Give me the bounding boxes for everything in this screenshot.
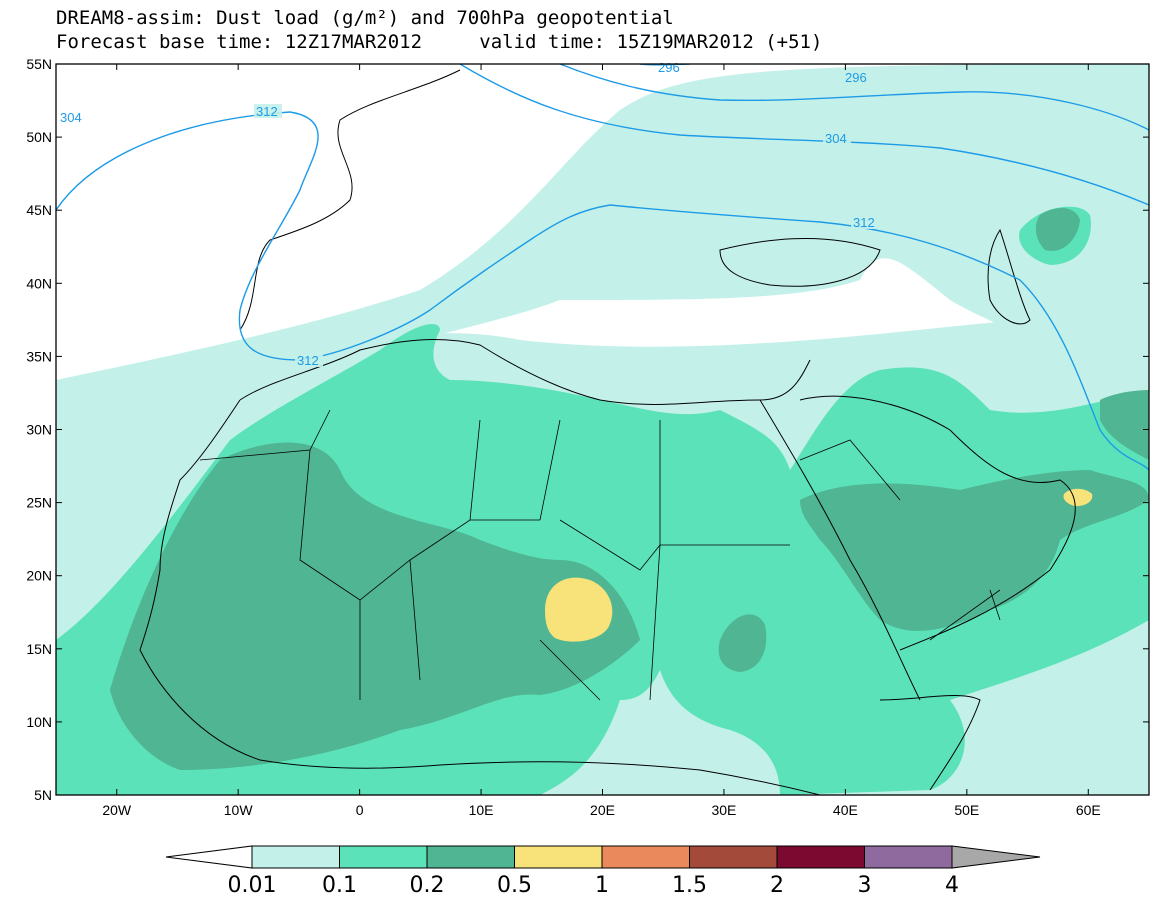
- contour-label: 312: [256, 104, 278, 119]
- coastline-mediterranean: [239, 339, 811, 405]
- dust-band-0.2-east: [1100, 390, 1149, 460]
- contour-label-bg: [851, 215, 879, 229]
- forecast-times: Forecast base time: 12Z17MAR2012 valid t…: [56, 32, 822, 52]
- latitude-label: 50N: [26, 129, 52, 145]
- latitude-label: 15N: [26, 641, 52, 657]
- colorbar-threshold-label: 3: [858, 873, 872, 898]
- latitude-label: 30N: [26, 422, 52, 438]
- dust-load-field: [56, 64, 1149, 795]
- colorbar-box: [339, 845, 428, 869]
- contour-label-bg: [843, 70, 871, 84]
- contour-label-bg: [295, 353, 323, 367]
- contour-312-east: [609, 204, 1149, 471]
- longitude-label: 60E: [1076, 802, 1101, 818]
- contour-label-bg: [823, 131, 851, 145]
- colorbar-box: [689, 845, 778, 869]
- longitude-axis: 20W 10W 0 10E 20E 30E 40E 50E 60E: [102, 64, 1101, 818]
- dust-band-0.5-oman: [1063, 488, 1093, 507]
- map-title: DREAM8-assim: Dust load (g/m²) and 700hP…: [56, 7, 674, 29]
- contour-labels: 304 312 312 296 304 312 296: [58, 60, 879, 368]
- coastline-arabia: [799, 395, 1076, 651]
- contour-296-north: [559, 64, 1149, 131]
- contour-304-west: [56, 111, 291, 211]
- latitude-label: 25N: [26, 495, 52, 511]
- contour-label: 296: [658, 60, 680, 75]
- contour-304-north: [459, 64, 1149, 206]
- coastline-black-sea: [719, 238, 881, 287]
- coastline-caspian: [987, 228, 1031, 325]
- coastline-red-sea: [759, 399, 921, 701]
- latitude-axis: 5N 10N 15N 20N 25N 30N 35N 40N 45N 50N 55N: [26, 56, 1149, 803]
- dust-band-0.01: [56, 64, 1149, 795]
- dust-band-0.2-caspian: [1035, 208, 1080, 251]
- latitude-label: 35N: [26, 348, 52, 364]
- longitude-label: 10E: [469, 802, 494, 818]
- latitude-label: 55N: [26, 56, 52, 72]
- colorbar-box: [514, 845, 603, 869]
- coastlines: [139, 69, 1076, 795]
- latitude-label: 5N: [34, 787, 52, 803]
- longitude-label: 50E: [954, 802, 979, 818]
- latitude-label: 10N: [26, 714, 52, 730]
- colorbar-under-triangle: [165, 845, 253, 869]
- colorbar-threshold-label: 4: [945, 873, 959, 898]
- contour-label: 304: [60, 110, 82, 125]
- colorbar-threshold-label: 0.01: [228, 873, 277, 898]
- base-time: Forecast base time: 12Z17MAR2012: [56, 31, 423, 53]
- colorbar-threshold-label: 1: [595, 873, 609, 898]
- colorbar-box: [426, 845, 515, 869]
- contour-label: 296: [845, 70, 867, 85]
- longitude-label: 20E: [590, 802, 615, 818]
- dust-band-0.2-sudan: [718, 614, 767, 672]
- colorbar-threshold-label: 2: [770, 873, 784, 898]
- longitude-label: 10W: [224, 802, 254, 818]
- latitude-label: 40N: [26, 275, 52, 291]
- colorbar-box: [864, 845, 953, 869]
- valid-time: valid time: 15Z19MAR2012 (+51): [479, 31, 823, 53]
- latitude-label: 20N: [26, 568, 52, 584]
- longitude-label: 40E: [833, 802, 858, 818]
- dust-band-0.5-chad: [545, 577, 613, 642]
- dust-band-0.2: [110, 442, 640, 770]
- colorbar-threshold-label: 1.5: [672, 873, 707, 898]
- coastline-west-africa: [139, 399, 821, 795]
- colorbar-box: [601, 845, 690, 869]
- coastline-horn: [879, 695, 981, 791]
- contour-label: 312: [297, 353, 319, 368]
- longitude-label: 30E: [711, 802, 736, 818]
- longitude-label: 20W: [102, 802, 132, 818]
- contour-label-bg: [254, 104, 282, 118]
- contour-label: 312: [853, 215, 875, 230]
- colorbar-box: [776, 845, 865, 869]
- colorbar-box: [251, 845, 340, 869]
- colorbar-threshold-label: 0.2: [410, 873, 445, 898]
- colorbar-threshold-label: 0.1: [322, 873, 357, 898]
- longitude-label: 0: [356, 802, 364, 818]
- contour-label: 304: [825, 131, 847, 146]
- colorbar-over-triangle: [951, 845, 1041, 869]
- colorbar-threshold-label: 0.5: [497, 873, 532, 898]
- border-lines: [199, 409, 1001, 701]
- latitude-label: 45N: [26, 202, 52, 218]
- dust-load-colorbar: 0.01 0.1 0.2 0.5 1 1.5 2 3 4: [165, 845, 1041, 898]
- contour-label-bg: [58, 110, 90, 124]
- dust-band-0.2-arabia: [800, 470, 1149, 631]
